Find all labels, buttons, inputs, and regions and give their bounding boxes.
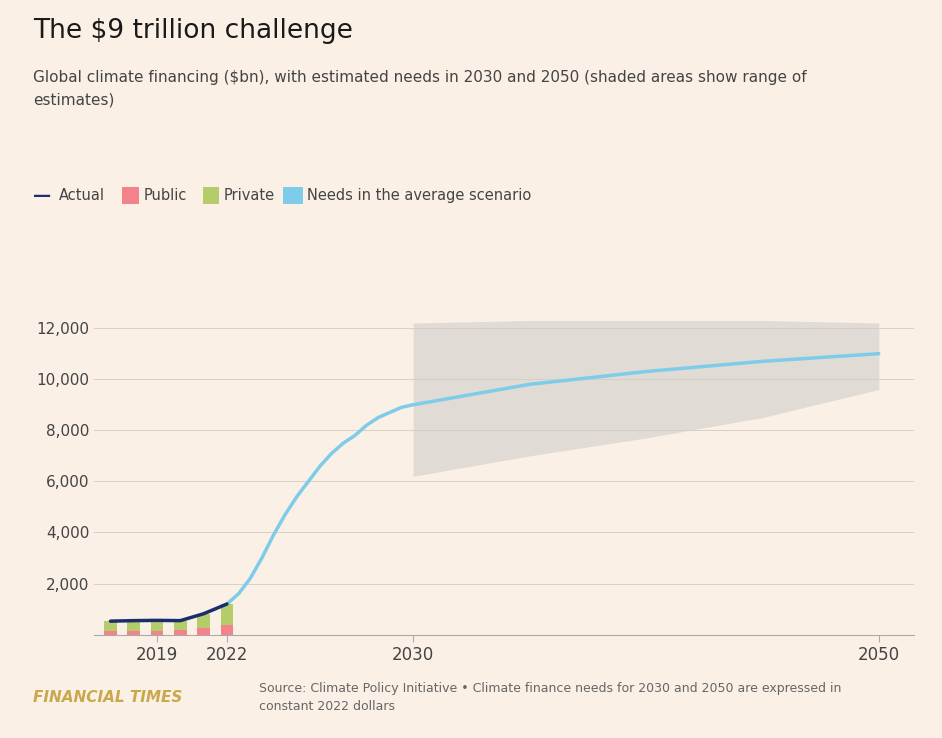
Bar <box>105 621 117 630</box>
Text: The $9 trillion challenge: The $9 trillion challenge <box>33 18 353 44</box>
Text: Global climate financing ($bn), with estimated needs in 2030 and 2050 (shaded ar: Global climate financing ($bn), with est… <box>33 70 806 107</box>
Text: Private: Private <box>223 188 274 203</box>
Bar <box>220 604 234 625</box>
Bar <box>105 630 117 635</box>
Text: FINANCIAL TIMES: FINANCIAL TIMES <box>33 690 183 705</box>
Text: Public: Public <box>143 188 187 203</box>
Text: Source: Climate Policy Initiative • Climate finance needs for 2030 and 2050 are : Source: Climate Policy Initiative • Clim… <box>259 682 841 713</box>
Bar <box>151 621 164 630</box>
Bar <box>197 628 210 635</box>
Bar <box>220 625 234 635</box>
Text: —: — <box>33 187 51 204</box>
Bar <box>174 630 187 635</box>
Text: Needs in the average scenario: Needs in the average scenario <box>307 188 531 203</box>
Bar <box>127 630 140 635</box>
Bar <box>174 621 187 630</box>
Text: Actual: Actual <box>59 188 106 203</box>
Bar <box>151 630 164 635</box>
Bar <box>127 621 140 630</box>
Bar <box>197 614 210 628</box>
